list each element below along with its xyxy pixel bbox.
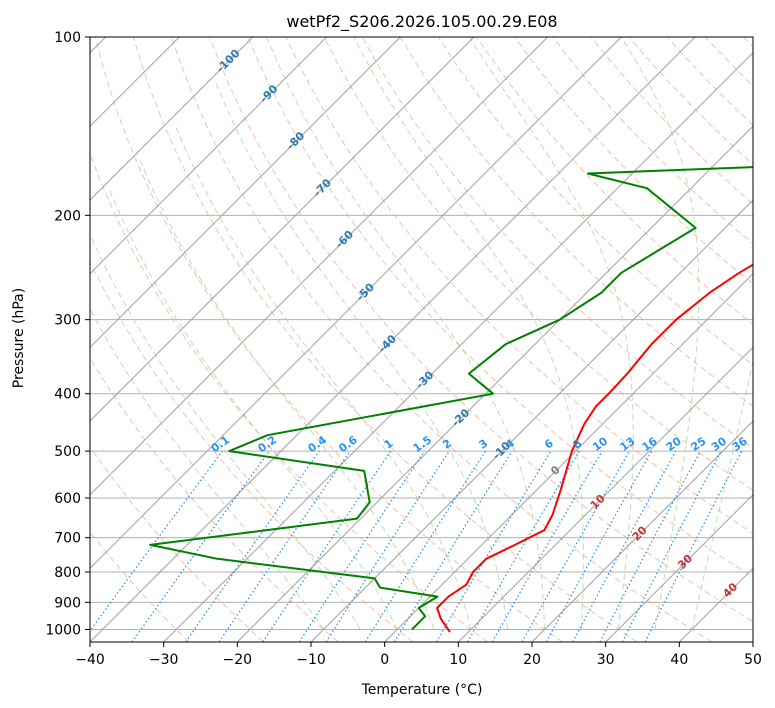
y-axis-label: Pressure (hPa)	[11, 288, 27, 388]
skew-isotherm	[236, 125, 753, 642]
mixing-ratio-line	[572, 450, 677, 642]
moist-adiabat	[353, 37, 584, 630]
skew-isotherm	[90, 37, 549, 496]
plot-area: 0.1 0.2 0.4 0.6 1 1.5 2 3 4 6 8 10 13 16 20 25 30 36-100-…	[45, 30, 762, 668]
mixing-ratio-line	[435, 450, 552, 642]
y-tick-label: 300	[54, 313, 81, 329]
skew-isotherm	[90, 37, 254, 201]
mixing-ratio-line	[325, 450, 450, 642]
x-tick-label: 30	[597, 652, 615, 668]
x-tick-label: 20	[523, 652, 541, 668]
skew-isotherm	[163, 51, 753, 642]
skew-isotherm	[310, 199, 753, 642]
skew-isotherm	[90, 37, 475, 422]
mixing-ratio-line	[262, 450, 392, 642]
dewpoint-profile	[149, 166, 753, 631]
y-tick-label: 1000	[45, 622, 81, 638]
x-tick-label: −40	[75, 652, 105, 668]
x-tick-label: −10	[296, 652, 326, 668]
dry-adiabat	[552, 37, 753, 245]
skew-isotherm	[531, 420, 753, 642]
mixing-ratio-label: 0.6	[336, 433, 360, 455]
mixing-ratio-line	[393, 450, 513, 642]
dry-adiabat	[666, 37, 753, 126]
mixing-ratio-label: 0.4	[306, 433, 330, 455]
isotherm-label: 40	[720, 580, 740, 600]
plot-clip-group: 0.1 0.2 0.4 0.6 1 1.5 2 3 4 6 8 10 13 16 20 25 30 36-100-…	[90, 37, 753, 642]
skew-isotherm	[90, 37, 622, 570]
dry-adiabat	[90, 356, 339, 642]
skew-isotherm	[752, 641, 753, 642]
dry-adiabat	[437, 37, 753, 366]
mixing-ratio-line	[545, 450, 653, 642]
x-tick-label: 50	[744, 652, 762, 668]
dry-adiabat	[94, 37, 563, 642]
mixing-ratio-line	[185, 450, 320, 642]
dry-adiabat	[209, 37, 753, 623]
y-tick-label: 700	[54, 531, 81, 547]
y-tick-label: 200	[54, 208, 81, 224]
moist-adiabat	[108, 188, 398, 630]
y-tick-label: 500	[54, 444, 81, 460]
dry-adiabat	[90, 531, 190, 642]
mixing-ratio-label: 6	[542, 437, 556, 452]
skew-isotherm	[90, 37, 401, 349]
dry-adiabat	[704, 37, 753, 87]
skew-isotherm	[384, 272, 753, 642]
y-tick-label: 100	[54, 30, 81, 46]
dry-adiabat	[285, 37, 753, 535]
y-tick-label: 800	[54, 565, 81, 581]
dry-adiabat	[90, 260, 414, 642]
skew-isotherm	[90, 37, 696, 642]
mixing-ratio-label: 0.1	[209, 433, 232, 455]
moist-adiabat	[90, 308, 324, 630]
temperature-profile	[436, 263, 753, 633]
dry-adiabat	[476, 37, 753, 325]
skew-isotherm	[678, 567, 753, 642]
dry-adiabat	[90, 152, 488, 642]
moist-adiabat	[215, 83, 509, 630]
x-tick-label: 0	[380, 652, 389, 668]
dry-adiabat	[514, 37, 753, 285]
moist-adiabat	[620, 37, 700, 630]
dry-adiabat	[171, 37, 712, 642]
mixing-ratio-line	[90, 450, 223, 632]
plot-frame	[89, 36, 754, 643]
mixing-ratio-line	[521, 450, 631, 642]
x-tick-label: −30	[149, 652, 179, 668]
y-tick-label: 900	[54, 595, 81, 611]
dry-adiabat	[743, 37, 753, 48]
mixing-ratio-line	[364, 450, 486, 642]
mixing-ratio-label: 2	[440, 437, 454, 452]
x-tick-label: 10	[449, 652, 467, 668]
y-tick-label: 600	[54, 491, 81, 507]
x-tick-label: 40	[670, 652, 688, 668]
mixing-ratio-line	[131, 450, 270, 642]
mixing-ratio-line	[218, 450, 351, 642]
mixing-ratio-label: 3	[477, 437, 491, 452]
skew-isotherm	[90, 37, 328, 275]
moist-adiabat	[138, 157, 435, 630]
moist-adiabat	[691, 358, 753, 630]
moist-adiabat	[469, 37, 634, 630]
mixing-ratio-line	[644, 450, 743, 642]
dry-adiabat	[247, 37, 753, 578]
mixing-ratio-line	[298, 450, 425, 642]
dry-adiabat	[132, 37, 638, 642]
dry-adiabat	[590, 37, 753, 205]
moist-adiabat	[90, 232, 361, 630]
skew-isotherm	[605, 493, 753, 642]
y-tick-label: 400	[54, 387, 81, 403]
dry-adiabat	[90, 446, 264, 642]
chart-title: wetPf2_S206.2026.105.00.29.E08	[286, 12, 557, 32]
skew-isotherm	[457, 346, 753, 642]
moist-adiabat	[266, 37, 546, 630]
mixing-ratio-label: 1.5	[411, 433, 434, 455]
dry-adiabat	[323, 37, 753, 491]
x-tick-label: −20	[223, 652, 253, 668]
x-axis-label: Temperature (°C)	[361, 682, 483, 698]
mixing-ratio-line	[599, 450, 702, 642]
